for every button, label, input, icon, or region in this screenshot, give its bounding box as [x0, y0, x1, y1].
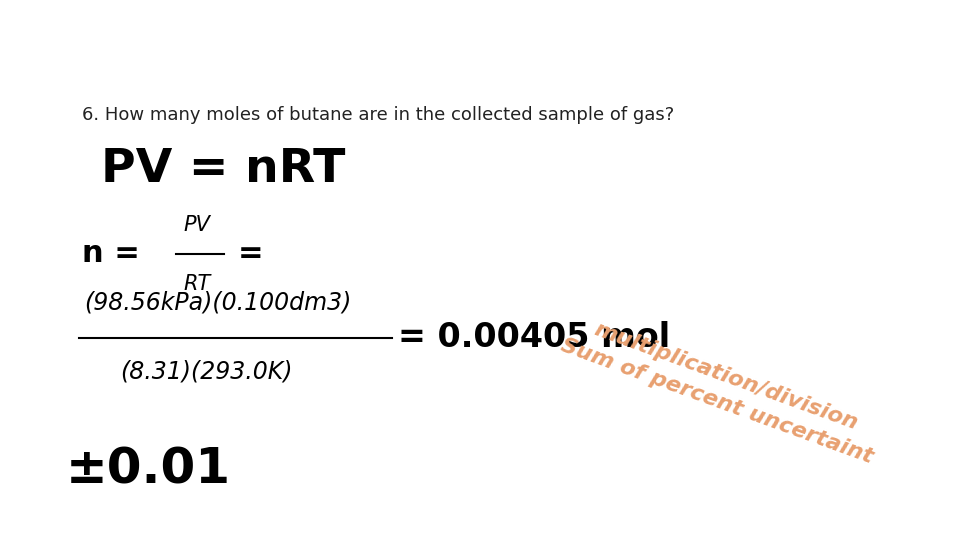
Text: =: =	[238, 239, 264, 268]
Text: n =: n =	[82, 239, 139, 268]
Text: RT: RT	[183, 274, 210, 294]
Text: = 0.00405 mol: = 0.00405 mol	[398, 321, 670, 354]
Text: 6. How many moles of butane are in the collected sample of gas?: 6. How many moles of butane are in the c…	[82, 106, 674, 124]
Text: PV: PV	[183, 215, 210, 235]
Text: (8.31)(293.0K): (8.31)(293.0K)	[120, 359, 293, 383]
Text: (98.56kPa)(0.100dm3): (98.56kPa)(0.100dm3)	[84, 291, 352, 314]
Text: PV = nRT: PV = nRT	[101, 147, 346, 192]
Text: ±0.01: ±0.01	[65, 446, 230, 494]
Text: multiplication/division
Sum of percent uncertaint: multiplication/division Sum of percent u…	[559, 310, 885, 468]
